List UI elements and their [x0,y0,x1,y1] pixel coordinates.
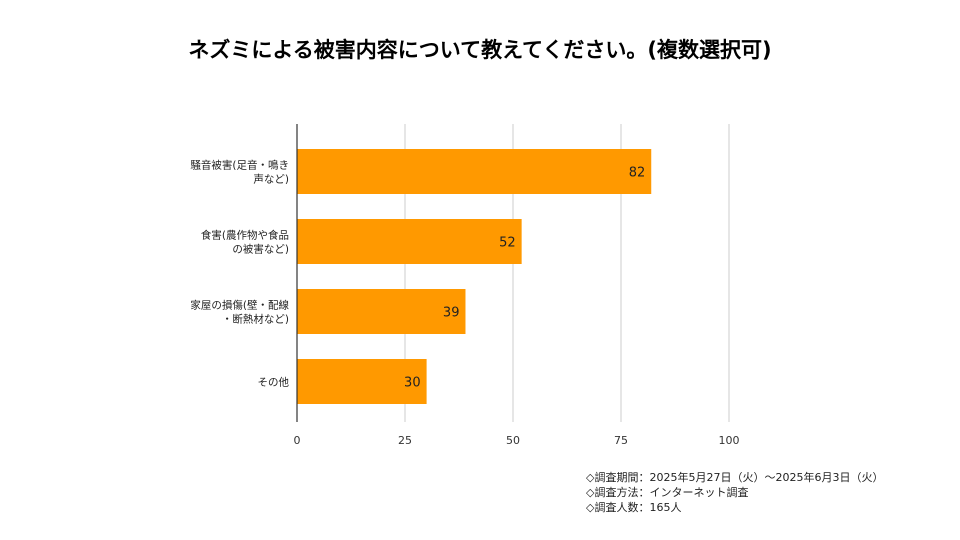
x-tick-label-0: 0 [294,434,301,447]
category-label-2-0: 家屋の損傷(壁・配線 [190,299,289,312]
x-tick-label-75: 75 [614,434,628,447]
note-survey-method: ◇調査方法：インターネット調査 [586,486,749,499]
note-survey-period: ◇調査期間：2025年5月27日（火）～2025年6月3日（火） [586,471,884,484]
survey-notes: ◇調査期間：2025年5月27日（火）～2025年6月3日（火） ◇調査方法：イ… [586,470,883,515]
bar-0 [297,149,652,194]
bar-1 [297,219,522,264]
category-label-2-1: ・断熱材など) [222,313,289,326]
bar-value-label-1: 52 [499,236,516,251]
category-label-0-1: 声など) [253,173,289,186]
bar-3 [297,359,427,404]
x-tick-label-25: 25 [398,434,412,447]
bar-value-label-0: 82 [629,166,646,181]
x-tick-label-50: 50 [506,434,520,447]
category-label-1-1: の被害など) [232,243,289,256]
category-label-0-0: 騒音被害(足音・鳴き [190,159,289,172]
bar-value-label-2: 39 [443,306,460,321]
x-tick-label-100: 100 [719,434,740,447]
category-label-3-0: その他 [258,376,290,389]
category-label-1-0: 食害(農作物や食品 [201,229,289,242]
bar-2 [297,289,466,334]
note-survey-count: ◇調査人数：165人 [586,501,682,514]
bar-value-label-3: 30 [404,376,421,391]
chart-title: ネズミによる被害内容について教えてください。(複数選択可) [188,38,772,62]
